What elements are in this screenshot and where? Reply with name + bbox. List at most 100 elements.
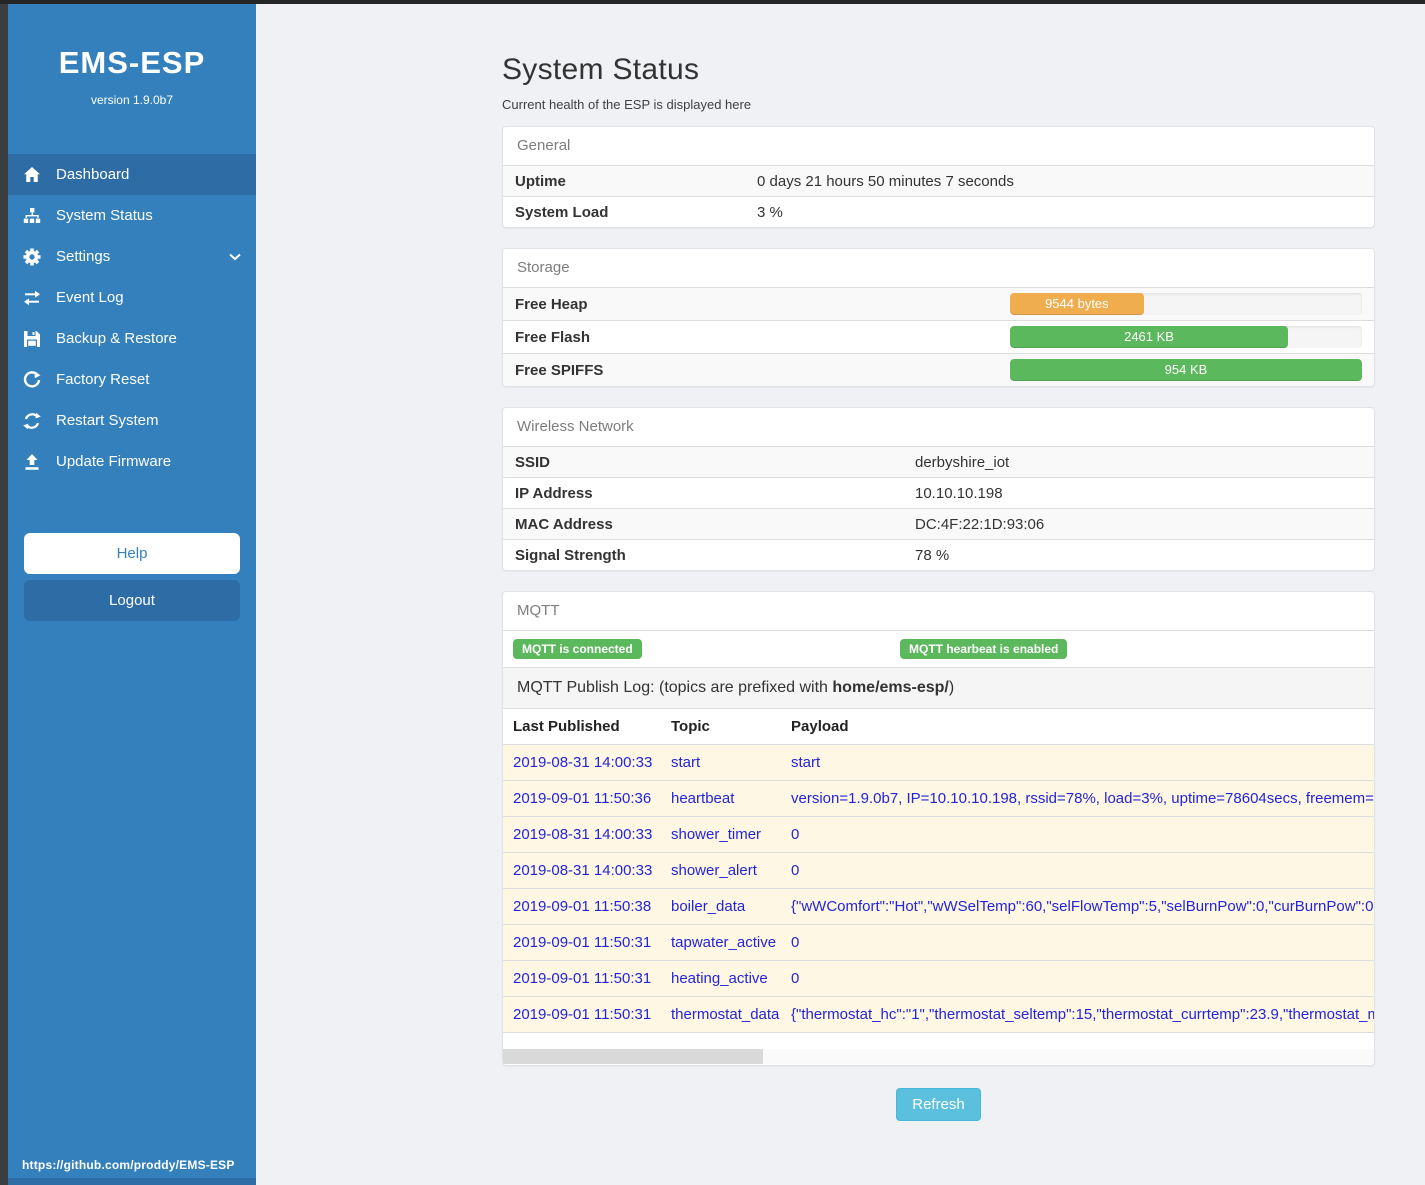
- sidebar-item-factory-reset[interactable]: Factory Reset: [8, 359, 256, 400]
- progress-track: 2461 KB: [1010, 326, 1362, 348]
- col-header-last-published: Last Published: [513, 718, 620, 735]
- mqtt-log-row: 2019-09-01 11:50:38 boiler_data {"wWComf…: [503, 888, 1374, 924]
- sidebar-item-label: Factory Reset: [56, 371, 150, 388]
- sidebar-item-label: Backup & Restore: [56, 330, 177, 347]
- github-link[interactable]: https://github.com/proddy/EMS-ESP: [22, 1158, 235, 1172]
- sidebar-item-label: Dashboard: [56, 166, 130, 183]
- row-label: IP Address: [515, 484, 593, 502]
- row-label: Free Heap: [515, 295, 588, 313]
- row-label: SSID: [515, 453, 551, 471]
- log-topic: heartbeat: [671, 790, 735, 807]
- progress-track: 954 KB: [1010, 359, 1362, 381]
- scrollbar-thumb[interactable]: [503, 1049, 763, 1064]
- panel-mqtt-title: MQTT: [517, 602, 560, 619]
- system-status-icon: [23, 207, 49, 225]
- storage-row-free-flash: Free Flash 2461 KB: [503, 320, 1374, 353]
- log-payload: {"thermostat_hc":"1","thermostat_seltemp…: [791, 1006, 1374, 1023]
- logout-button[interactable]: Logout: [24, 580, 240, 621]
- log-topic: tapwater_active: [671, 934, 777, 951]
- event-log-icon: [23, 289, 49, 307]
- app-version: version 1.9.0b7: [90, 93, 174, 107]
- col-header-payload: Payload: [791, 718, 849, 735]
- sidebar-item-update-firmware[interactable]: Update Firmware: [8, 441, 256, 482]
- log-time: 2019-08-31 14:00:33: [513, 826, 653, 843]
- panel-mqtt: MQTT MQTT is connected MQTT hearbeat is …: [502, 591, 1375, 1066]
- sidebar-item-settings[interactable]: Settings: [8, 236, 256, 277]
- wireless-row-mac: MAC Address DC:4F:22:1D:93:06: [503, 508, 1374, 539]
- sidebar-item-label: Update Firmware: [56, 453, 172, 470]
- sidebar-bottom-strip: [8, 1178, 256, 1185]
- storage-row-free-heap: Free Heap 9544 bytes: [503, 287, 1374, 320]
- sidebar-item-system-status[interactable]: System Status: [8, 195, 256, 236]
- log-time: 2019-09-01 11:50:38: [513, 898, 652, 915]
- log-payload: {"wWComfort":"Hot","wWSelTemp":60,"selFl…: [791, 898, 1374, 915]
- mqtt-topic-prefix: home/ems-esp/: [832, 679, 949, 696]
- sidebar-item-event-log[interactable]: Event Log: [8, 277, 256, 318]
- sidebar-item-restart-system[interactable]: Restart System: [8, 400, 256, 441]
- mqtt-log-row: 2019-09-01 11:50:31 tapwater_active 0: [503, 924, 1374, 960]
- window-left-edge: [0, 0, 8, 1185]
- mqtt-log-row: 2019-09-01 11:50:31 thermostat_data {"th…: [503, 996, 1374, 1032]
- log-topic: thermostat_data: [671, 1006, 780, 1023]
- log-time: 2019-09-01 11:50:31: [513, 1006, 652, 1023]
- panel-general: General Uptime 0 days 21 hours 50 minute…: [502, 126, 1375, 228]
- wireless-row-ssid: SSID derbyshire_iot: [503, 446, 1374, 477]
- window-top-edge: [0, 0, 1425, 4]
- log-payload: start: [791, 754, 821, 771]
- main-content: System Status Current health of the ESP …: [502, 0, 1375, 1121]
- general-row-uptime: Uptime 0 days 21 hours 50 minutes 7 seco…: [503, 165, 1374, 196]
- horizontal-scrollbar[interactable]: [503, 1049, 1374, 1064]
- mqtt-log-row: 2019-09-01 11:50:31 heating_active 0: [503, 960, 1374, 996]
- log-time: 2019-08-31 14:00:33: [513, 862, 653, 879]
- save-icon: [23, 330, 49, 348]
- factory-reset-icon: [23, 370, 49, 389]
- log-time: 2019-09-01 11:50:31: [513, 970, 652, 987]
- log-topic: boiler_data: [671, 898, 746, 915]
- sidebar-item-backup-restore[interactable]: Backup & Restore: [8, 318, 256, 359]
- general-row-system-load: System Load 3 %: [503, 196, 1374, 227]
- log-payload: 0: [791, 862, 800, 879]
- log-payload: 0: [791, 934, 800, 951]
- sidebar-menu: Dashboard System Status: [8, 154, 256, 482]
- progress-track: 9544 bytes: [1010, 293, 1362, 315]
- row-value: derbyshire_iot: [915, 453, 1010, 471]
- wireless-row-ip: IP Address 10.10.10.198: [503, 477, 1374, 508]
- mqtt-connected-badge: MQTT is connected: [513, 639, 642, 659]
- sidebar: EMS-ESP version 1.9.0b7 Dashboard System…: [8, 0, 256, 1185]
- log-topic: start: [671, 754, 701, 771]
- panel-wireless-network: Wireless Network SSID derbyshire_iot IP …: [502, 407, 1375, 571]
- row-label: System Load: [515, 203, 609, 221]
- storage-row-free-spiffs: Free SPIFFS 954 KB: [503, 353, 1374, 386]
- log-payload: 0: [791, 826, 800, 843]
- sidebar-item-label: Event Log: [56, 289, 124, 306]
- panel-wireless-title: Wireless Network: [517, 418, 634, 435]
- col-header-topic: Topic: [671, 718, 710, 735]
- log-topic: heating_active: [671, 970, 768, 987]
- refresh-area: Refresh: [502, 1088, 1375, 1121]
- mqtt-publish-log-label: MQTT Publish Log: (topics are prefixed w…: [503, 667, 1374, 708]
- sidebar-item-label: Restart System: [56, 412, 159, 429]
- row-label: MAC Address: [515, 515, 613, 533]
- mqtt-log-row: 2019-08-31 14:00:33 shower_alert 0: [503, 852, 1374, 888]
- home-icon: [23, 166, 49, 184]
- gear-icon: [23, 248, 49, 266]
- log-payload: version=1.9.0b7, IP=10.10.10.198, rssid=…: [791, 790, 1374, 807]
- row-label: Uptime: [515, 172, 566, 190]
- row-value: 10.10.10.198: [915, 484, 1003, 502]
- row-value: 3 %: [757, 203, 783, 221]
- row-value: DC:4F:22:1D:93:06: [915, 515, 1045, 533]
- progress-bar-free-spiffs: 954 KB: [1010, 359, 1362, 381]
- sidebar-item-label: Settings: [56, 248, 111, 265]
- progress-bar-free-heap: 9544 bytes: [1010, 293, 1144, 315]
- row-label: Free Flash: [515, 328, 591, 346]
- refresh-button[interactable]: Refresh: [896, 1088, 981, 1121]
- log-payload: 0: [791, 970, 800, 987]
- table-spacer: [503, 1032, 1374, 1049]
- sidebar-item-dashboard[interactable]: Dashboard: [8, 154, 256, 195]
- log-time: 2019-09-01 11:50:31: [513, 934, 652, 951]
- row-label: Free SPIFFS: [515, 361, 604, 379]
- panel-storage-title: Storage: [517, 259, 570, 276]
- help-button[interactable]: Help: [24, 533, 240, 574]
- mqtt-table-header: Last Published Topic Payload: [503, 708, 1374, 744]
- row-value: 0 days 21 hours 50 minutes 7 seconds: [757, 172, 1014, 190]
